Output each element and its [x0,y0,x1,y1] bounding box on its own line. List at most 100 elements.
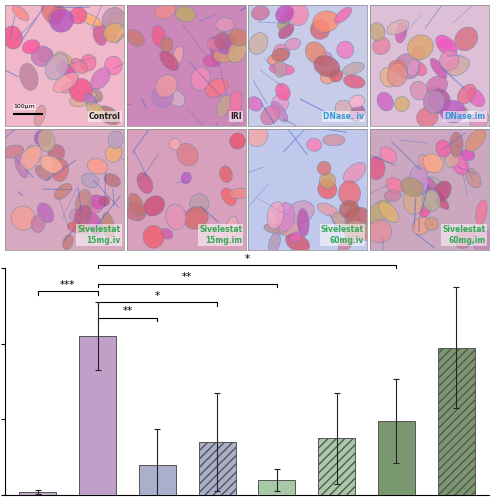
Text: *: * [245,254,249,264]
Ellipse shape [273,44,290,60]
Text: *: * [155,292,160,302]
Ellipse shape [425,190,438,202]
Text: Sivelestat
15mg.iv: Sivelestat 15mg.iv [78,226,121,245]
Ellipse shape [369,22,385,40]
Ellipse shape [410,81,427,100]
Ellipse shape [428,190,443,201]
Ellipse shape [102,8,125,31]
Ellipse shape [20,146,41,170]
Ellipse shape [86,102,105,118]
Ellipse shape [211,40,221,67]
Ellipse shape [206,78,228,98]
Ellipse shape [104,23,124,42]
Ellipse shape [338,181,361,206]
Ellipse shape [76,12,102,26]
Ellipse shape [276,202,294,232]
Bar [19,492,56,495]
Ellipse shape [350,106,365,122]
Ellipse shape [155,74,177,97]
Ellipse shape [339,200,359,218]
Ellipse shape [436,35,457,56]
Ellipse shape [226,216,238,238]
Ellipse shape [70,58,88,74]
Ellipse shape [48,144,65,161]
Ellipse shape [213,48,235,63]
Ellipse shape [184,206,208,230]
Ellipse shape [216,95,230,118]
Ellipse shape [314,56,340,77]
Ellipse shape [67,222,90,234]
Ellipse shape [228,41,247,62]
Ellipse shape [344,220,369,240]
Text: DNase. iv: DNase. iv [323,112,364,122]
Ellipse shape [104,174,121,187]
Ellipse shape [418,154,431,173]
Bar [199,442,236,495]
Ellipse shape [447,56,469,76]
Ellipse shape [401,178,423,197]
Ellipse shape [276,83,290,100]
Ellipse shape [90,195,106,209]
Ellipse shape [317,203,338,216]
Ellipse shape [427,76,448,94]
Ellipse shape [305,42,327,64]
Ellipse shape [334,7,352,23]
Ellipse shape [70,7,87,24]
Ellipse shape [82,174,99,188]
Ellipse shape [407,59,419,76]
Ellipse shape [445,152,459,168]
Ellipse shape [75,190,92,218]
Ellipse shape [467,88,485,107]
Ellipse shape [272,48,289,62]
Text: IRI: IRI [231,112,242,122]
Ellipse shape [108,131,123,148]
Ellipse shape [128,193,144,216]
Ellipse shape [307,138,322,151]
Ellipse shape [99,196,110,206]
Ellipse shape [384,190,401,202]
Ellipse shape [229,29,248,46]
Ellipse shape [160,37,173,52]
Ellipse shape [436,140,451,158]
Ellipse shape [214,32,231,49]
Ellipse shape [40,156,62,174]
Ellipse shape [54,52,74,73]
Ellipse shape [451,153,469,175]
Ellipse shape [440,50,459,70]
Ellipse shape [395,96,410,112]
Ellipse shape [227,90,242,118]
Ellipse shape [317,161,331,175]
Ellipse shape [454,27,478,51]
Text: 100μm: 100μm [13,104,35,109]
Ellipse shape [74,205,91,227]
Ellipse shape [97,106,120,125]
Ellipse shape [440,100,466,123]
Text: Sivelestat
15mg.im: Sivelestat 15mg.im [199,226,242,245]
Ellipse shape [248,32,268,54]
Ellipse shape [343,162,366,183]
Ellipse shape [347,206,360,225]
Ellipse shape [323,134,345,146]
Ellipse shape [31,46,52,66]
Text: Control: Control [89,112,121,122]
Ellipse shape [261,106,280,125]
Bar [318,438,355,495]
Ellipse shape [419,204,431,218]
Ellipse shape [317,52,332,66]
Ellipse shape [59,61,79,82]
Ellipse shape [318,180,337,199]
Ellipse shape [152,86,174,108]
Ellipse shape [410,60,427,76]
Ellipse shape [81,54,96,71]
Ellipse shape [105,145,122,162]
Ellipse shape [285,38,301,50]
Text: **: ** [182,272,192,282]
Ellipse shape [472,228,493,252]
Ellipse shape [424,86,441,109]
Ellipse shape [433,181,451,203]
Ellipse shape [286,234,310,252]
Ellipse shape [38,48,53,63]
Ellipse shape [272,94,288,112]
Ellipse shape [350,225,372,240]
Ellipse shape [288,200,314,223]
